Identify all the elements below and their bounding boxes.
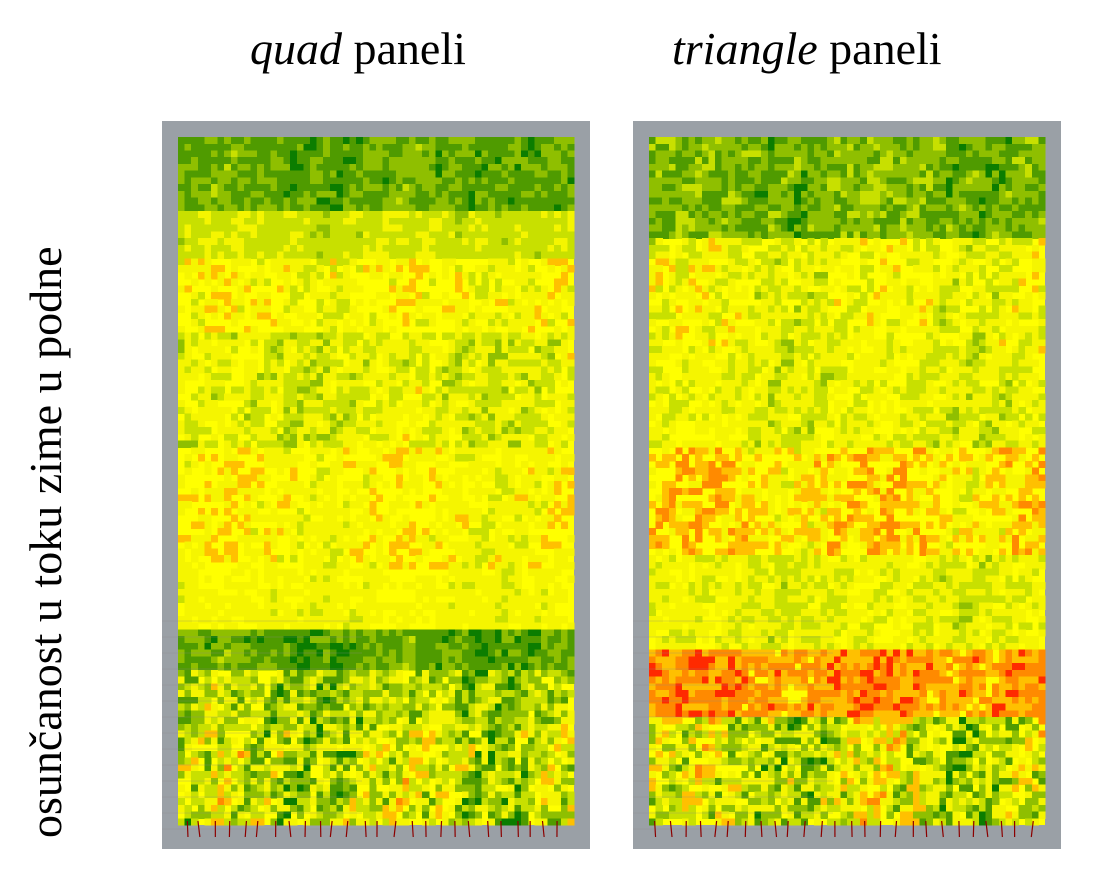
ground-grid — [633, 620, 833, 830]
ground-grid — [162, 620, 362, 830]
title-quad-panels: quad paneli — [250, 22, 466, 75]
heatmap-cells — [649, 137, 1046, 826]
heatmap-quad — [162, 137, 575, 838]
title-triangle-panels: triangle paneli — [672, 22, 942, 75]
bottom-ticks — [186, 820, 558, 838]
heatmap-triangle — [633, 137, 1046, 838]
title-quad-rest: paneli — [342, 23, 466, 74]
title-quad-italic: quad — [250, 23, 342, 74]
panel-quad — [162, 121, 590, 849]
title-triangle-italic: triangle — [672, 23, 818, 74]
side-label: osunčanost u toku zime u podne — [20, 246, 71, 838]
bottom-ticks — [654, 820, 1034, 838]
heatmap-cells — [178, 137, 575, 826]
panel-triangle — [633, 121, 1061, 849]
title-triangle-rest: paneli — [817, 23, 942, 74]
